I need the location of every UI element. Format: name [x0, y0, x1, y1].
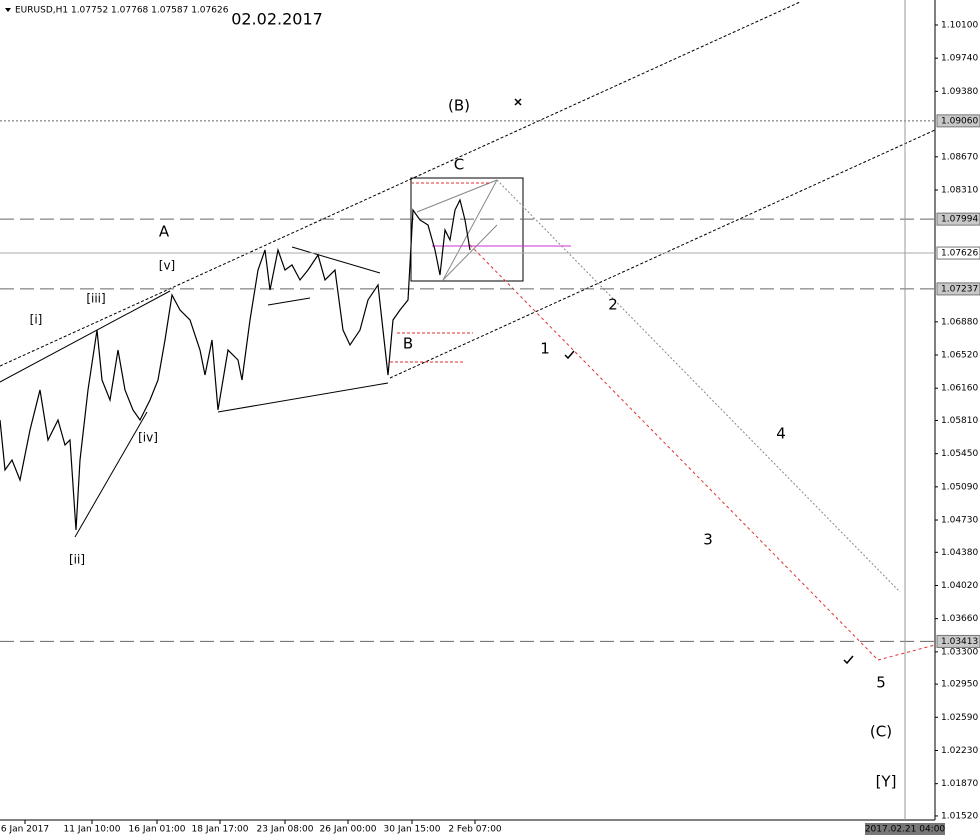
level-label: 1.07237 [941, 284, 978, 294]
check-icon [843, 655, 854, 665]
y-tick-label: 1.05810 [941, 416, 978, 426]
annotation: C [454, 156, 464, 174]
x-tick-label: 18 Jan 17:00 [192, 825, 249, 835]
fan-line [442, 179, 498, 281]
y-tick-label: 1.04730 [941, 516, 978, 526]
y-tick-label: 1.08670 [941, 152, 978, 162]
y-tick-label: 1.04380 [941, 548, 978, 558]
chart-title: EURUSD,H1 1.07752 1.07768 1.07587 1.0762… [15, 6, 229, 16]
y-tick-label: 1.01520 [941, 811, 978, 821]
annotation: [i] [30, 313, 43, 327]
y-tick-label: 1.02590 [941, 713, 978, 723]
level-label: 1.07994 [941, 215, 978, 225]
drawings [0, 1, 936, 665]
channel-upper [0, 1, 801, 367]
time-marker-label: 2017.02.21 04:00 [865, 825, 946, 835]
y-tick-label: 1.05090 [941, 482, 978, 492]
y-tick-label: 1.10100 [941, 20, 978, 30]
y-tick-label: 1.04020 [941, 581, 978, 591]
trendline [291, 246, 381, 274]
level-label-box [936, 634, 980, 648]
annotation: [ii] [69, 553, 85, 567]
x-tick-label: 26 Jan 00:00 [320, 825, 377, 835]
y-tick-label: 1.06880 [941, 317, 978, 327]
x-tick-label: 6 Jan 2017 [1, 825, 49, 835]
price-line [0, 198, 471, 531]
level-label: 1.03413 [941, 637, 978, 647]
y-tick-label: 1.09740 [941, 54, 978, 64]
fan-line [416, 179, 498, 213]
menu-icon[interactable] [5, 8, 11, 12]
x-tick-label: 11 Jan 10:00 [64, 825, 121, 835]
level-label-box [936, 114, 980, 128]
y-tick-label: 1.08310 [941, 185, 978, 195]
annotation: [v] [159, 259, 175, 273]
check-icon [564, 350, 575, 360]
annotation: (C) [870, 723, 892, 741]
y-tick-label: 1.05450 [941, 449, 978, 459]
y-tick-label: 1.06160 [941, 384, 978, 394]
annotation: 4 [776, 425, 786, 443]
time-marker-box [865, 823, 945, 835]
y-tick-label: 1.06520 [941, 351, 978, 361]
y-tick-label: 1.03660 [941, 614, 978, 624]
level-label-box [936, 246, 980, 260]
annotation: B [403, 335, 413, 353]
y-tick-label: 1.03300 [941, 647, 978, 657]
annotation: [iii] [86, 292, 105, 306]
trendline [217, 382, 389, 413]
trendline [0, 290, 171, 383]
annotation: (B) [448, 97, 470, 115]
x-tick-label: 23 Jan 08:00 [257, 825, 314, 835]
annotation: 02.02.2017 [231, 10, 323, 29]
x-tick-label: 30 Jan 15:00 [384, 825, 441, 835]
annotation: 5 [876, 674, 886, 692]
level-label: 1.09060 [941, 116, 978, 126]
level-label-box [936, 282, 980, 296]
x-tick-label: 16 Jan 01:00 [129, 825, 186, 835]
trendline [74, 411, 148, 538]
annotation: [iv] [138, 431, 158, 445]
y-tick-label: 1.01870 [941, 779, 978, 789]
cross-icon [514, 98, 522, 106]
projection [469, 244, 936, 661]
annotation: A [159, 223, 170, 241]
projection [496, 179, 901, 593]
annotation: 3 [703, 531, 713, 549]
level-label: 1.07626 [941, 249, 978, 259]
y-tick-label: 1.09380 [941, 87, 978, 97]
box [410, 177, 524, 282]
level-label-box [936, 212, 980, 226]
trendline [267, 297, 311, 306]
annotation: 2 [608, 296, 618, 314]
annotation: 1 [540, 340, 550, 358]
y-tick-label: 1.02950 [941, 680, 978, 690]
annotation: [Y] [876, 773, 897, 791]
y-tick-label: 1.02230 [941, 746, 978, 756]
x-tick-label: 2 Feb 07:00 [448, 825, 502, 835]
annotations: 02.02.2017 (B) C A [v] [iii] [i] [iv] [i… [30, 10, 897, 791]
fan-line [442, 224, 498, 281]
